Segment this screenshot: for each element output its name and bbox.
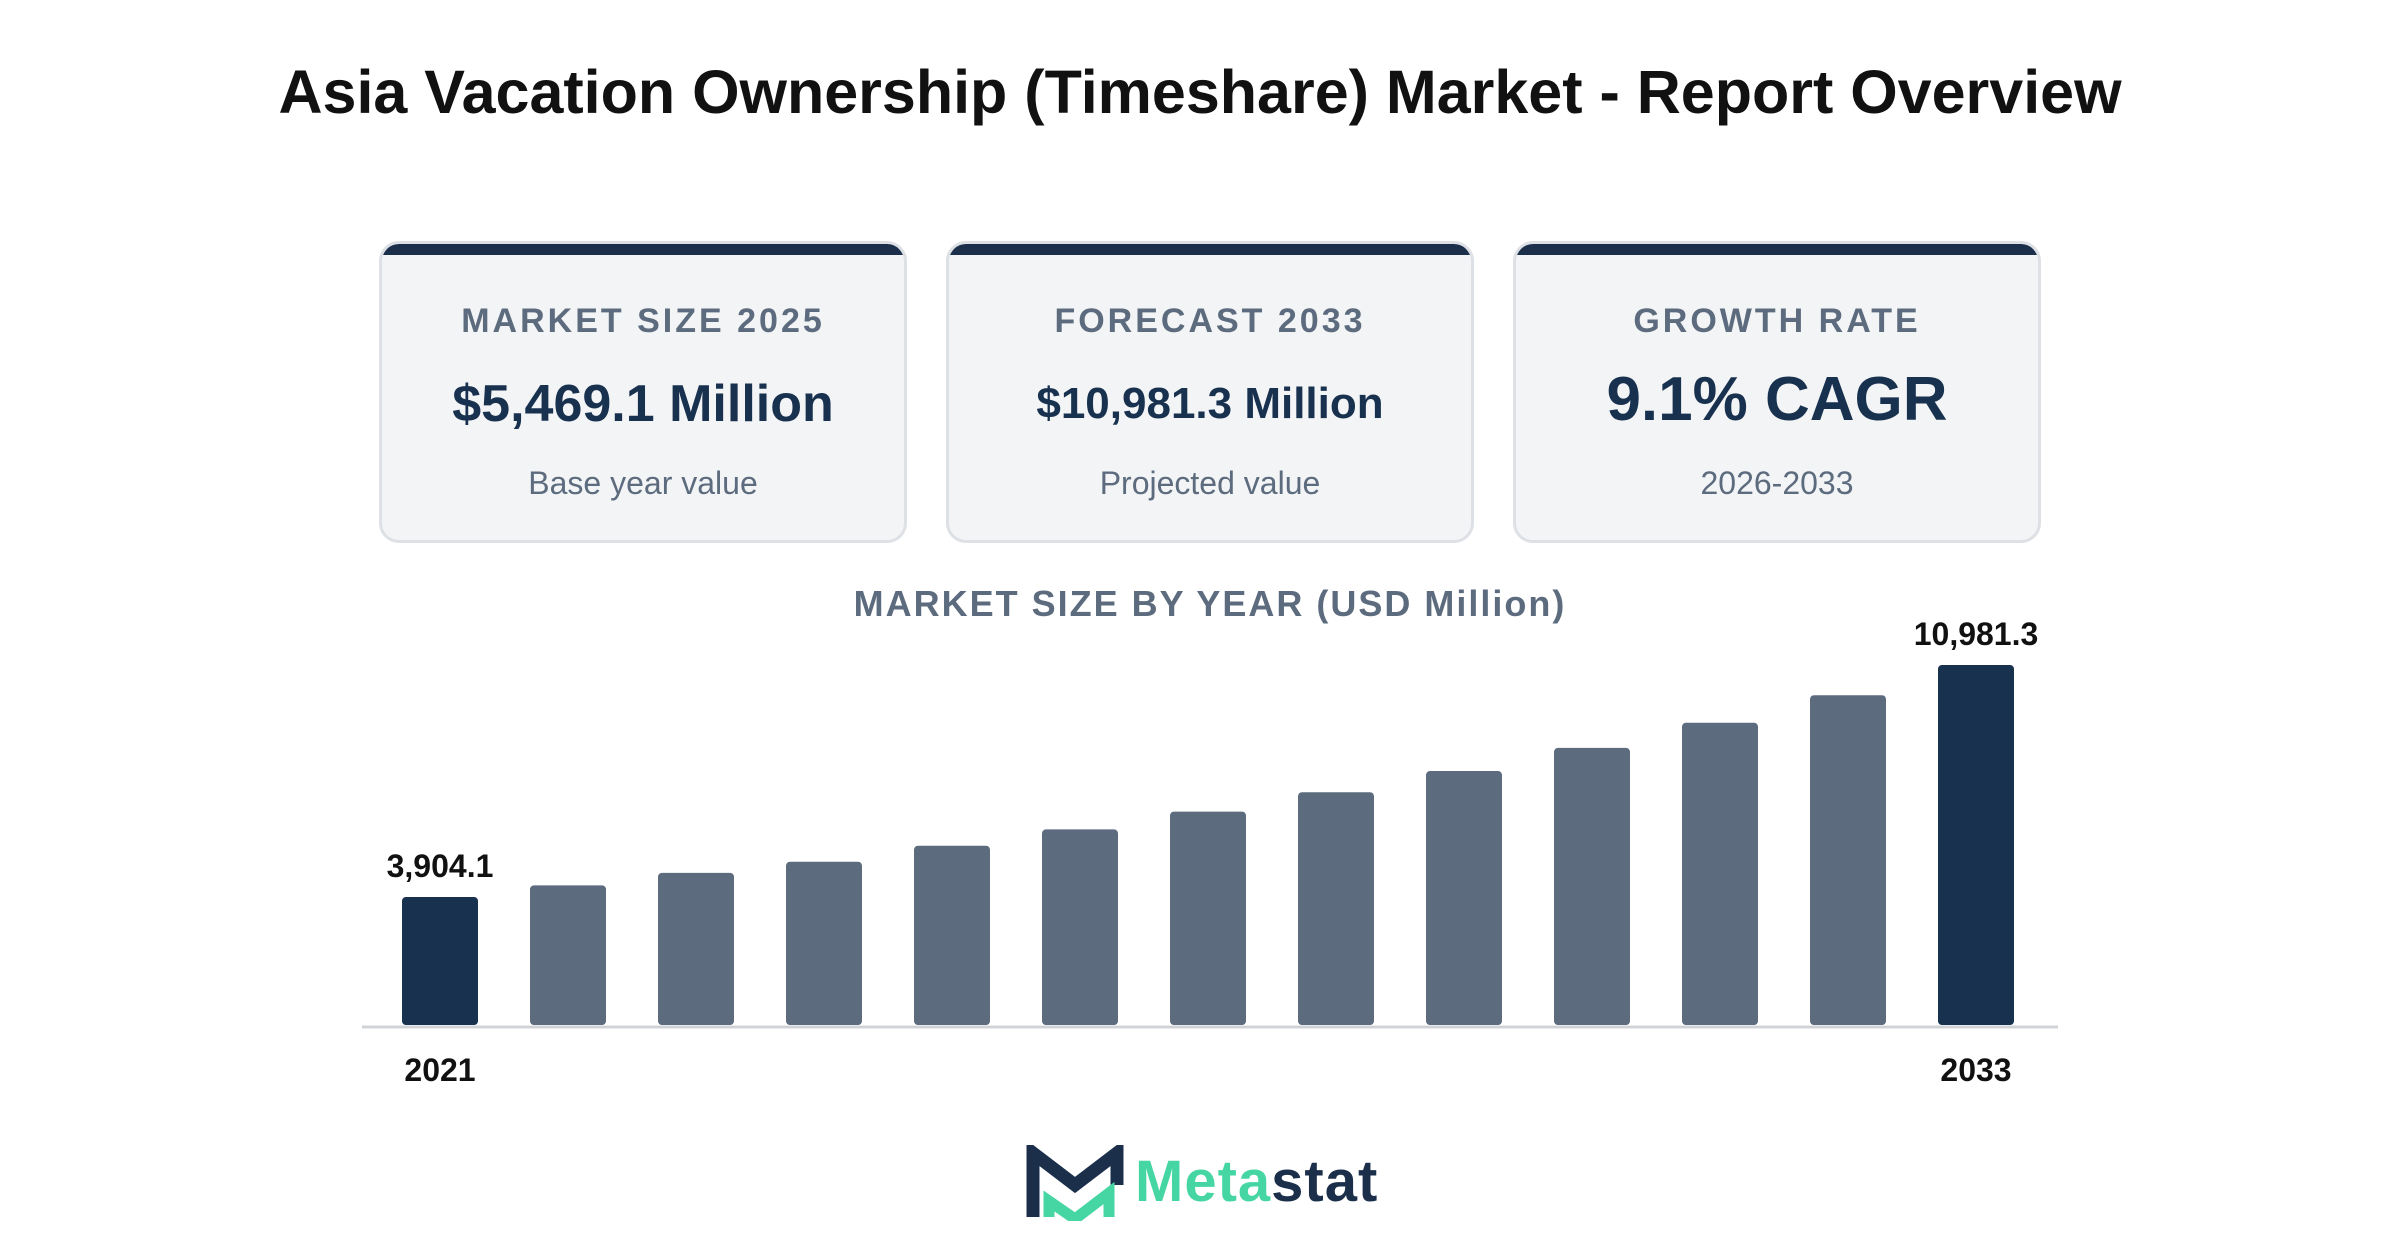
card-subtext: Base year value <box>528 465 758 501</box>
market-size-card: MARKET SIZE 2025 $5,469.1 Million Base y… <box>379 241 907 543</box>
bar-2024 <box>786 861 862 1025</box>
card-subtext: 2026-2033 <box>1700 465 1854 501</box>
x-tick-label-last: 2033 <box>1940 1052 2011 1088</box>
card-value: $5,469.1 Million <box>452 375 834 433</box>
forecast-card: FORECAST 2033 $10,981.3 Million Projecte… <box>946 241 1474 543</box>
bar-2025 <box>914 845 990 1025</box>
bar-2027 <box>1170 811 1246 1025</box>
bar-2033 <box>1938 665 2014 1025</box>
page-title: Asia Vacation Ownership (Timeshare) Mark… <box>278 58 2122 126</box>
bar-2023 <box>658 872 734 1025</box>
value-label-last: 10,981.3 <box>1914 616 2039 652</box>
bar-2026 <box>1042 829 1118 1025</box>
card-value: $10,981.3 Million <box>1036 379 1384 428</box>
metastat-logo: Metastat <box>1025 1143 1405 1223</box>
card-accent-bar <box>949 244 1471 255</box>
bar-2030 <box>1554 747 1630 1025</box>
chart-title: MARKET SIZE BY YEAR (USD Million) <box>854 585 1567 624</box>
card-label: FORECAST 2033 <box>1054 302 1366 340</box>
card-subtext: Projected value <box>1099 465 1321 501</box>
bar-2031 <box>1682 722 1758 1025</box>
card-label: GROWTH RATE <box>1633 302 1921 340</box>
growth-rate-card: GROWTH RATE 9.1% CAGR 2026-2033 <box>1513 241 2041 543</box>
bar-2021 <box>402 897 478 1025</box>
card-accent-bar <box>382 244 904 255</box>
bar-2028 <box>1298 792 1374 1025</box>
metastat-wordmark: Metastat <box>1135 1149 1378 1215</box>
market-size-bar-chart: MARKET SIZE BY YEAR (USD Million) 3,904.… <box>362 585 2058 1088</box>
card-label: MARKET SIZE 2025 <box>461 302 825 340</box>
x-tick-label-first: 2021 <box>404 1052 475 1088</box>
bar-2022 <box>530 885 606 1025</box>
card-value: 9.1% CAGR <box>1606 365 1948 434</box>
bar-2029 <box>1426 771 1502 1025</box>
bar-2032 <box>1810 695 1886 1025</box>
metastat-m-logo-icon <box>1026 1145 1124 1221</box>
wordmark-meta: Meta <box>1135 1149 1272 1214</box>
card-accent-bar <box>1516 244 2038 255</box>
value-label-first: 3,904.1 <box>387 848 494 884</box>
wordmark-stat: stat <box>1271 1149 1379 1214</box>
